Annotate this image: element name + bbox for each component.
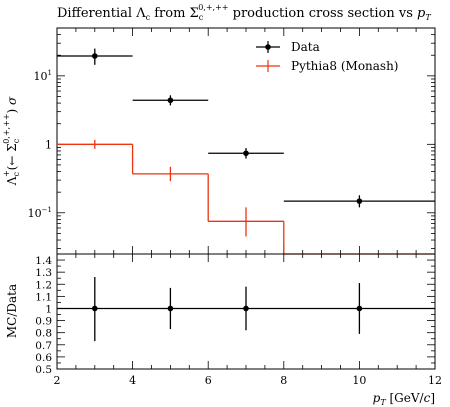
chart-title: Differential Λc from Σc0,+,++ production… (57, 3, 431, 22)
legend-entry-data: Data (256, 40, 320, 54)
main-x-ticks (56, 28, 436, 254)
ratio-y-axis-label: MC/Data (5, 284, 19, 338)
ratio-y-tick-labels: 0.50.60.70.80.911.11.21.31.4 (35, 255, 52, 376)
x-tick-labels: 2 4 6 8 10 12 (54, 374, 443, 387)
ratio-point (167, 305, 174, 312)
ratio-point (243, 305, 249, 312)
legend-data-label: Data (291, 40, 320, 54)
main-y-tick-label: 10−1 (28, 206, 52, 220)
ratio-x-ticks (56, 254, 436, 369)
ratio-y-tick-label: 0.8 (35, 328, 52, 340)
x-tick-label: 8 (280, 374, 287, 387)
data-point (356, 198, 363, 204)
main-y-ticks (57, 27, 435, 249)
x-axis-label: pT [GeV/c] (373, 391, 435, 407)
main-y-axis-label: Λc+(← Σc0,+,++) σ (2, 96, 21, 186)
ratio-panel: 0.50.60.70.80.911.11.21.31.4 MC/Data (5, 253, 436, 376)
main-y-tick-label: 101 (34, 69, 52, 83)
data-point (167, 97, 174, 104)
ratio-series (57, 277, 435, 342)
data-point (92, 53, 98, 59)
legend-data-marker (265, 44, 271, 50)
x-tick-label: 2 (54, 374, 61, 387)
ratio-y-tick-label: 0.9 (35, 316, 52, 328)
ratio-y-tick-label: 1.3 (35, 267, 52, 279)
x-tick-label: 12 (428, 374, 442, 387)
x-tick-label: 6 (205, 374, 212, 387)
x-tick-label: 4 (129, 374, 136, 387)
ratio-y-tick-label: 0.6 (35, 352, 52, 364)
ratio-y-tick-label: 1.4 (35, 255, 52, 267)
legend: Data Pythia8 (Monash) (256, 40, 399, 73)
main-y-tick-labels: 101 1 10−1 (28, 69, 52, 220)
ratio-y-tick-label: 0.5 (35, 364, 52, 376)
legend-entry-pythia: Pythia8 (Monash) (256, 59, 399, 73)
ratio-y-tick-label: 0.7 (35, 340, 52, 352)
ratio-point (92, 305, 98, 312)
ratio-point (356, 305, 363, 312)
x-tick-label: 10 (352, 374, 366, 387)
main-y-tick-label: 1 (45, 138, 52, 151)
ratio-y-tick-label: 1.2 (35, 279, 52, 291)
ratio-y-tick-label: 1 (45, 303, 52, 315)
data-point (243, 150, 249, 157)
main-series (57, 48, 435, 255)
legend-pythia-label: Pythia8 (Monash) (291, 59, 399, 73)
ratio-y-tick-label: 1.1 (35, 291, 52, 303)
